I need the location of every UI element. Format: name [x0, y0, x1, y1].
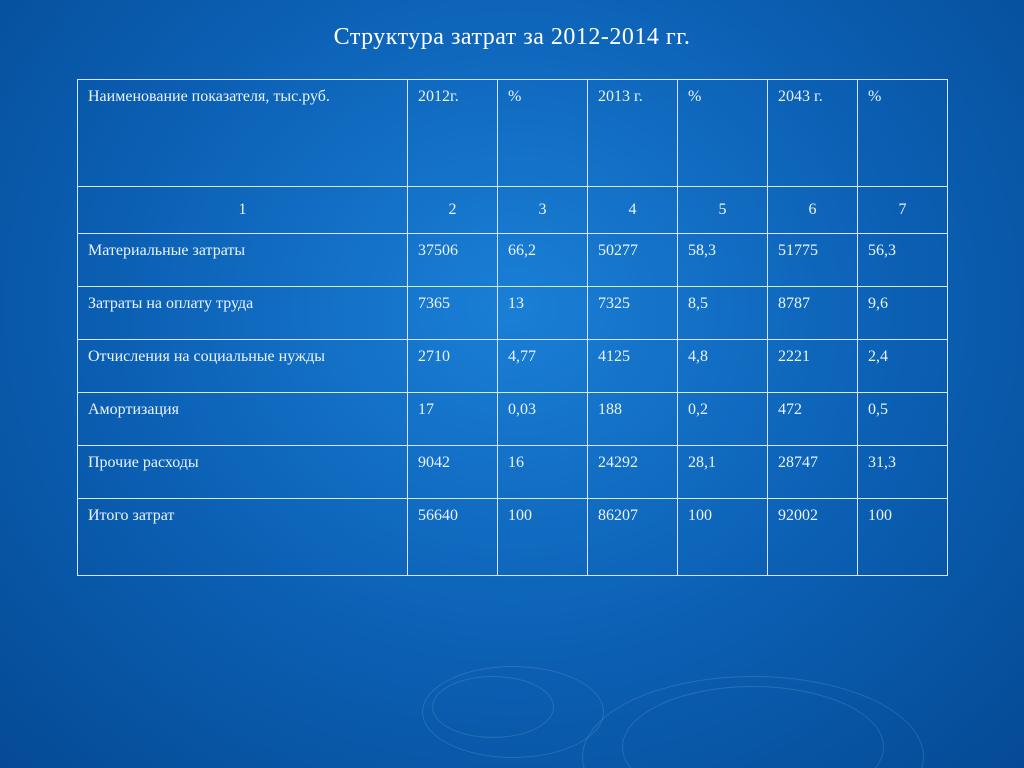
row-2013p: 58,3	[678, 234, 768, 287]
row-2013: 4125	[588, 340, 678, 393]
table-row: Амортизация 17 0,03 188 0,2 472 0,5	[78, 393, 948, 446]
total-2013p: 100	[678, 499, 768, 576]
cost-structure-table: Наименование показателя, тыс.руб. 2012г.…	[77, 79, 948, 576]
row-2014: 2221	[768, 340, 858, 393]
row-2014p: 9,6	[858, 287, 948, 340]
colnum-2: 2	[408, 187, 498, 234]
header-2012-percent: %	[498, 80, 588, 187]
row-name: Отчисления на социальные нужды	[78, 340, 408, 393]
row-2013p: 4,8	[678, 340, 768, 393]
total-2012: 56640	[408, 499, 498, 576]
colnum-7: 7	[858, 187, 948, 234]
row-2013p: 28,1	[678, 446, 768, 499]
row-2012p: 16	[498, 446, 588, 499]
row-2013: 7325	[588, 287, 678, 340]
row-2012: 2710	[408, 340, 498, 393]
ripple-decoration	[622, 686, 884, 768]
row-2014: 28747	[768, 446, 858, 499]
colnum-3: 3	[498, 187, 588, 234]
row-2013p: 0,2	[678, 393, 768, 446]
row-2012p: 13	[498, 287, 588, 340]
row-2012: 37506	[408, 234, 498, 287]
ripple-decoration	[432, 676, 554, 738]
row-2012p: 66,2	[498, 234, 588, 287]
colnum-1: 1	[78, 187, 408, 234]
row-2012: 9042	[408, 446, 498, 499]
row-2012: 7365	[408, 287, 498, 340]
header-2014: 2043 г.	[768, 80, 858, 187]
table-container: Наименование показателя, тыс.руб. 2012г.…	[77, 79, 947, 576]
ripple-decoration	[422, 666, 604, 758]
table-row: Материальные затраты 37506 66,2 50277 58…	[78, 234, 948, 287]
total-2014: 92002	[768, 499, 858, 576]
row-2014p: 56,3	[858, 234, 948, 287]
header-indicator-name: Наименование показателя, тыс.руб.	[78, 80, 408, 187]
table-total-row: Итого затрат 56640 100 86207 100 92002 1…	[78, 499, 948, 576]
row-name: Материальные затраты	[78, 234, 408, 287]
total-name: Итого затрат	[78, 499, 408, 576]
row-2012: 17	[408, 393, 498, 446]
header-2012: 2012г.	[408, 80, 498, 187]
colnum-4: 4	[588, 187, 678, 234]
colnum-6: 6	[768, 187, 858, 234]
table-row: Прочие расходы 9042 16 24292 28,1 28747 …	[78, 446, 948, 499]
total-2013: 86207	[588, 499, 678, 576]
row-name: Амортизация	[78, 393, 408, 446]
slide-title: Структура затрат за 2012-2014 гг.	[0, 0, 1024, 79]
row-2014p: 0,5	[858, 393, 948, 446]
row-2014p: 31,3	[858, 446, 948, 499]
row-2013: 50277	[588, 234, 678, 287]
header-2014-percent: %	[858, 80, 948, 187]
row-2013p: 8,5	[678, 287, 768, 340]
row-2014p: 2,4	[858, 340, 948, 393]
header-2013-percent: %	[678, 80, 768, 187]
total-2012p: 100	[498, 499, 588, 576]
total-2014p: 100	[858, 499, 948, 576]
row-2013: 188	[588, 393, 678, 446]
row-2014: 8787	[768, 287, 858, 340]
table-row: Отчисления на социальные нужды 2710 4,77…	[78, 340, 948, 393]
table-header-row: Наименование показателя, тыс.руб. 2012г.…	[78, 80, 948, 187]
row-2012p: 0,03	[498, 393, 588, 446]
row-2013: 24292	[588, 446, 678, 499]
row-name: Затраты на оплату труда	[78, 287, 408, 340]
table-column-number-row: 1 2 3 4 5 6 7	[78, 187, 948, 234]
table-row: Затраты на оплату труда 7365 13 7325 8,5…	[78, 287, 948, 340]
row-2014: 51775	[768, 234, 858, 287]
ripple-decoration	[582, 676, 924, 768]
header-2013: 2013 г.	[588, 80, 678, 187]
colnum-5: 5	[678, 187, 768, 234]
row-2012p: 4,77	[498, 340, 588, 393]
row-name: Прочие расходы	[78, 446, 408, 499]
row-2014: 472	[768, 393, 858, 446]
